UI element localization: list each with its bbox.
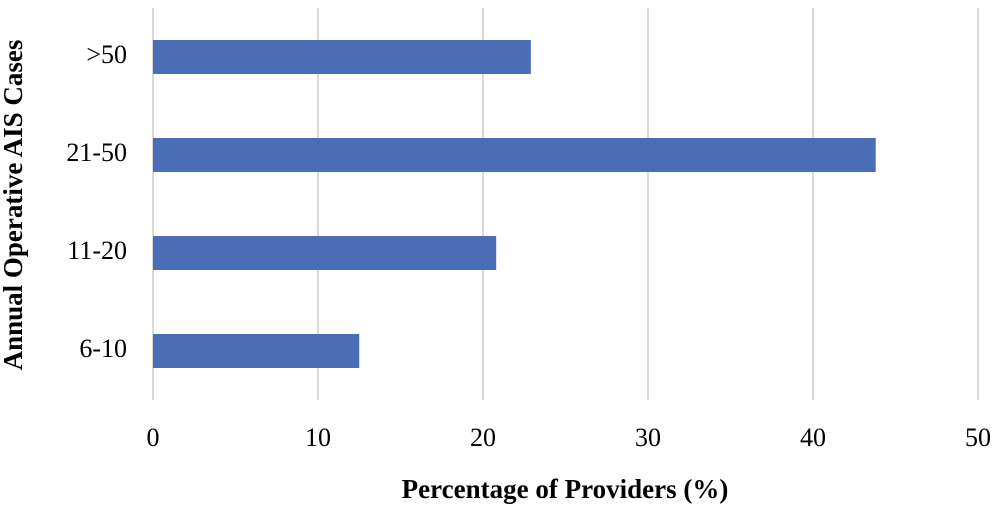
bar [153,334,360,368]
bar [153,236,497,270]
x-axis-title: Percentage of Providers (%) [402,474,729,504]
x-tick-label: 50 [965,423,991,452]
y-tick-label: 11-20 [67,236,127,265]
bar [153,40,531,74]
x-tick-label: 10 [305,423,331,452]
bar [153,138,876,172]
x-tick-label: 40 [800,423,826,452]
x-tick-label: 0 [147,423,160,452]
y-tick-label: 6-10 [79,334,127,363]
y-axis-title: Annual Operative AIS Cases [0,40,28,371]
y-tick-label: >50 [86,40,127,69]
x-tick-label: 20 [470,423,496,452]
y-tick-label: 21-50 [66,138,127,167]
x-tick-label: 30 [635,423,661,452]
